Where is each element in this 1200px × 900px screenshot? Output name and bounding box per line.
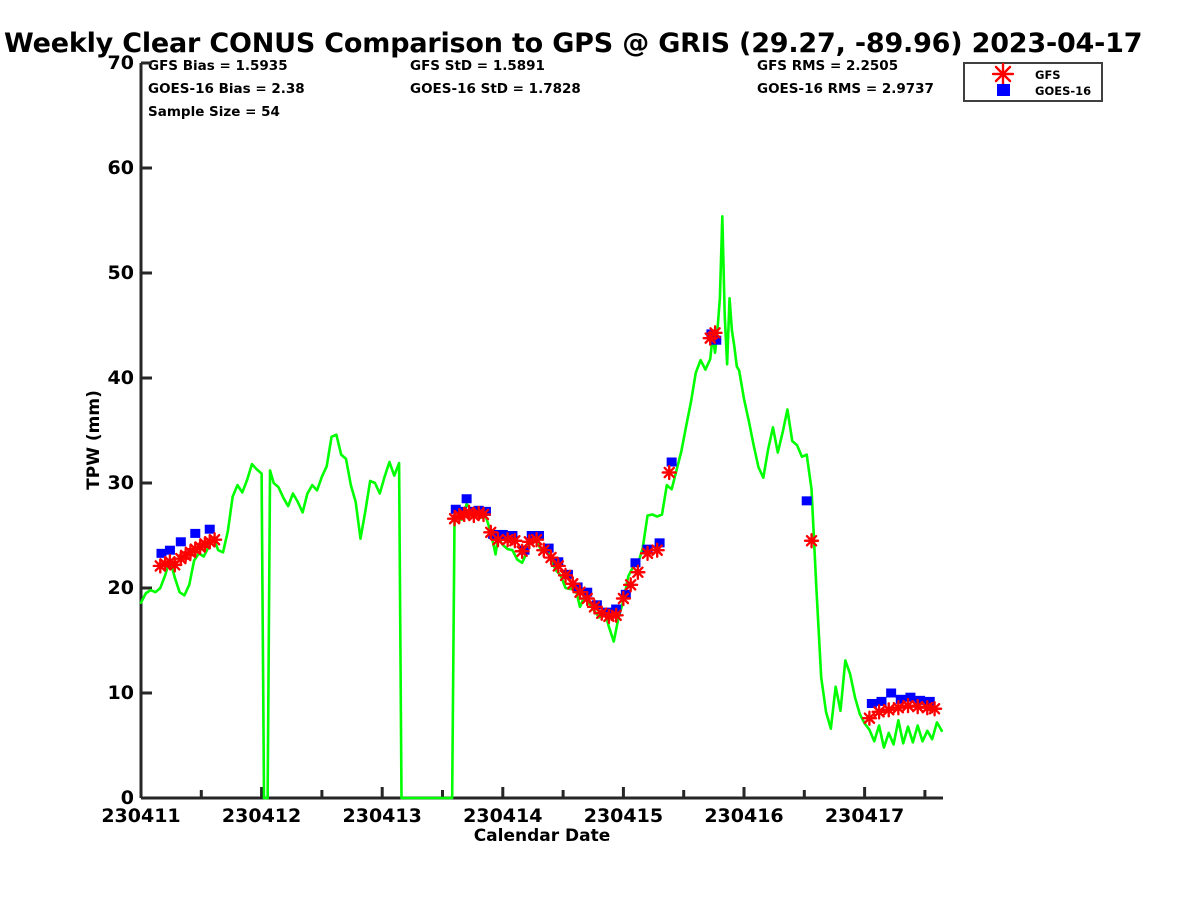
y-tick-20: 20 (107, 577, 134, 599)
x-tick-230415: 230415 (583, 805, 664, 827)
stat-goes-bias: GOES-16 Bias = 2.38 (148, 81, 305, 97)
stat-sample-size: Sample Size = 54 (148, 104, 280, 120)
goes16-points (156, 329, 935, 708)
y-tick-10: 10 (107, 682, 134, 704)
y-tick-70: 70 (107, 52, 134, 74)
x-tick-230412: 230412 (221, 805, 302, 827)
y-tick-50: 50 (107, 262, 134, 284)
legend-label-goes16: GOES-16 (1035, 84, 1092, 98)
legend-label-gfs: GFS (1035, 68, 1061, 82)
x-axis-label: Calendar Date (473, 826, 611, 846)
x-tick-230417: 230417 (824, 805, 905, 827)
stat-goes-std: GOES-16 StD = 1.7828 (410, 81, 581, 97)
x-tick-230413: 230413 (342, 805, 422, 827)
y-tick-30: 30 (107, 472, 134, 494)
stat-gfs-std: GFS StD = 1.5891 (410, 58, 545, 74)
y-tick-40: 40 (107, 367, 134, 389)
stat-goes-rms: GOES-16 RMS = 2.9737 (757, 81, 934, 97)
y-tick-60: 60 (107, 157, 134, 179)
y-tick-0: 0 (120, 787, 134, 809)
x-tick-230416: 230416 (704, 805, 784, 827)
legend-box (963, 62, 1103, 102)
page-title: Weekly Clear CONUS Comparison to GPS @ G… (4, 28, 1143, 59)
stat-gfs-bias: GFS Bias = 1.5935 (148, 58, 288, 74)
stat-gfs-rms: GFS RMS = 2.2505 (757, 58, 899, 74)
x-tick-230411: 230411 (101, 805, 181, 827)
x-tick-230414: 230414 (463, 805, 543, 827)
gfs-points (152, 325, 943, 726)
gps-line (139, 215, 944, 800)
